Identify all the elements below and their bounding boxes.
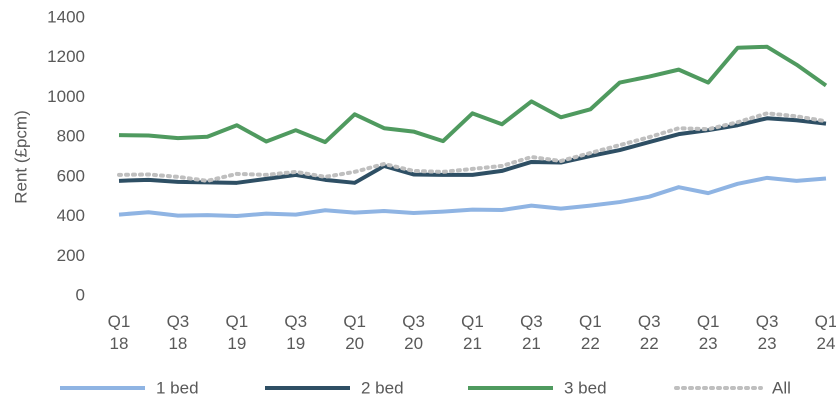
series-line bbox=[118, 44, 828, 145]
x-tick-label: Q3 18 bbox=[167, 312, 190, 353]
x-tick-label: Q1 23 bbox=[697, 312, 720, 353]
series-line bbox=[118, 116, 827, 185]
y-tick-label: 400 bbox=[57, 206, 85, 225]
x-tick-label: Q1 19 bbox=[225, 312, 248, 353]
x-tick-label: Q1 18 bbox=[108, 312, 131, 353]
x-tick-label: Q1 20 bbox=[343, 312, 366, 353]
x-tick-label: Q1 24 bbox=[815, 312, 836, 353]
legend-label: 2 bed bbox=[361, 378, 404, 397]
legend-label: 1 bed bbox=[156, 378, 199, 397]
x-tick-label: Q3 22 bbox=[638, 312, 661, 353]
series-line bbox=[118, 175, 827, 218]
y-tick-label: 200 bbox=[57, 246, 85, 265]
x-tick-label: Q3 23 bbox=[756, 312, 779, 353]
x-tick-label: Q1 22 bbox=[579, 312, 602, 353]
x-tick-label: Q1 21 bbox=[461, 312, 484, 353]
y-tick-label: 1400 bbox=[47, 7, 85, 26]
legend-label: All bbox=[772, 378, 791, 397]
y-tick-label: 800 bbox=[57, 127, 85, 146]
y-tick-label: 600 bbox=[57, 166, 85, 185]
x-tick-label: Q3 21 bbox=[520, 312, 543, 353]
x-tick-label: Q3 19 bbox=[284, 312, 307, 353]
series-line bbox=[117, 111, 828, 183]
y-tick-label: 0 bbox=[76, 285, 85, 304]
y-tick-label: 1000 bbox=[47, 87, 85, 106]
x-tick-label: Q3 20 bbox=[402, 312, 425, 353]
y-tick-label: 1200 bbox=[47, 47, 85, 66]
legend-label: 3 bed bbox=[564, 378, 607, 397]
y-axis-label: Rent (£pcm) bbox=[11, 110, 30, 204]
